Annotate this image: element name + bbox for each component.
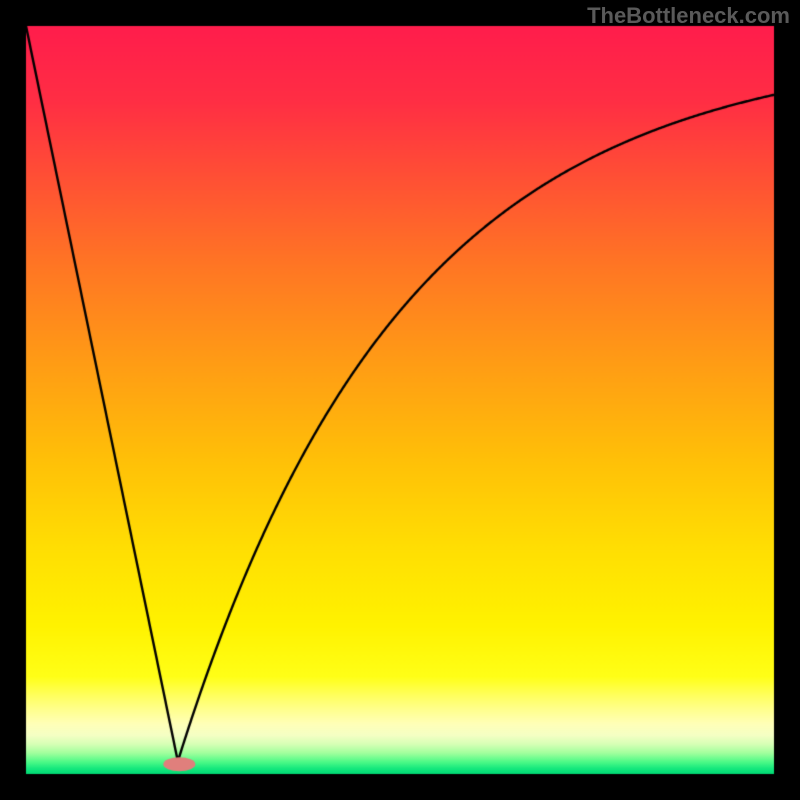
chart-container: TheBottleneck.com (0, 0, 800, 800)
watermark-text: TheBottleneck.com (587, 3, 790, 29)
chart-canvas (0, 0, 800, 800)
